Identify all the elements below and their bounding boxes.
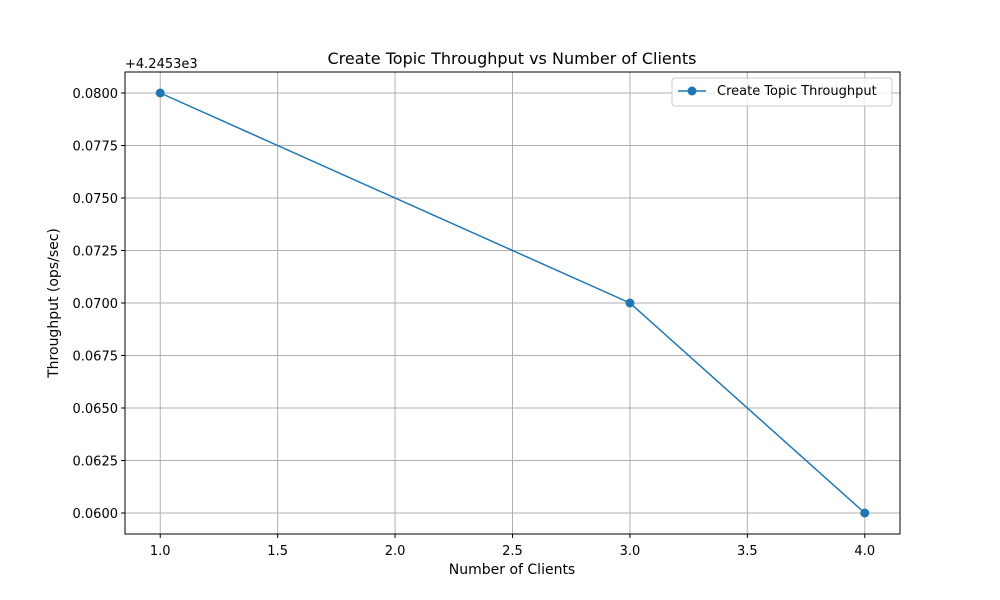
y-tick-label: 0.0600 <box>73 507 119 522</box>
data-point <box>155 88 165 98</box>
legend-box <box>671 77 893 107</box>
y-tick-label: 0.0725 <box>73 245 119 260</box>
series-layer <box>155 88 870 518</box>
x-tick-label: 4.0 <box>854 544 875 559</box>
y-tick-label: 0.0700 <box>73 297 119 312</box>
x-tick-label: 1.0 <box>150 544 171 559</box>
grid-lines <box>125 72 900 534</box>
y-tick-label: 0.0675 <box>73 350 119 365</box>
y-tick-label: 0.0750 <box>73 192 119 207</box>
data-point <box>860 508 870 518</box>
y-axis-offset-label: +4.2453e3 <box>125 57 198 72</box>
y-axis-label: Throughput (ops/sec) <box>46 228 62 379</box>
x-axis-ticks: 1.0 1.5 2.0 2.5 3.0 3.5 4.0 <box>150 534 875 559</box>
y-axis-ticks: 0.0600 0.0625 0.0650 0.0675 0.0700 0.0725 0.07… <box>73 87 125 522</box>
y-tick-label: 0.0775 <box>73 140 119 155</box>
y-tick-label: 0.0800 <box>73 87 119 102</box>
y-tick-label: 0.0650 <box>73 402 119 417</box>
legend-marker <box>687 86 697 96</box>
chart-title: Create Topic Throughput vs Number of Cli… <box>327 49 696 68</box>
legend: Create Topic Throughput <box>671 77 893 107</box>
data-point <box>625 298 635 308</box>
plot-area <box>124 71 901 535</box>
x-tick-label: 3.0 <box>620 544 641 559</box>
x-tick-label: 3.5 <box>737 544 758 559</box>
x-axis-label: Number of Clients <box>449 562 575 578</box>
y-tick-label: 0.0625 <box>73 455 119 470</box>
x-tick-label: 2.0 <box>385 544 406 559</box>
x-tick-label: 2.5 <box>502 544 523 559</box>
legend-label: Create Topic Throughput <box>717 84 877 99</box>
x-tick-label: 1.5 <box>267 544 288 559</box>
